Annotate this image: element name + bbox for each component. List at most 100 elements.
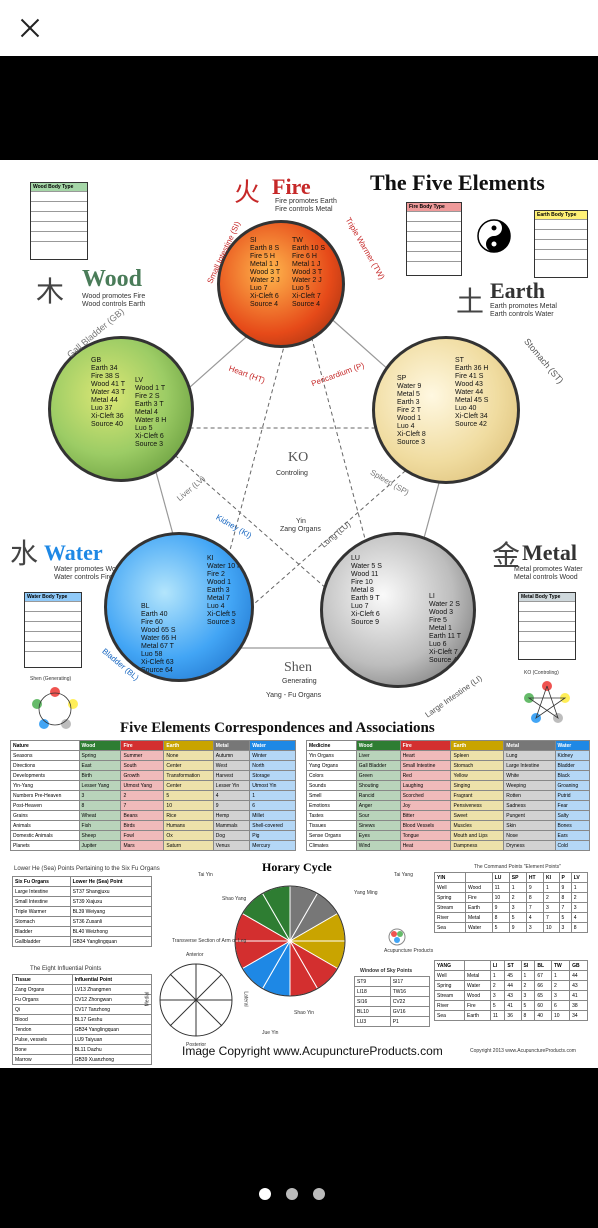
nature-table: Nature Wood Fire Earth Metal Water Seasons Spri… bbox=[10, 740, 296, 851]
close-icon[interactable] bbox=[16, 14, 44, 42]
table-row: LU3 P1 bbox=[354, 1016, 431, 1027]
pager-dot-3[interactable] bbox=[313, 1188, 325, 1200]
table-cell: 2 bbox=[489, 980, 506, 991]
table-cell: Blood Vessels bbox=[399, 820, 452, 831]
table-cell: Well bbox=[434, 882, 466, 893]
table-cell: Kidney bbox=[554, 750, 591, 761]
table-cell: Fragrant bbox=[450, 790, 505, 801]
table-row: Sea Water 5 9 3 10 3 8 bbox=[434, 922, 589, 933]
table-cell: GB34 Yanglingquan bbox=[71, 1024, 153, 1035]
table-cell: Post-Heaven bbox=[10, 800, 80, 811]
table-row: LI18 TW16 bbox=[354, 986, 431, 997]
table-header-cell: TW bbox=[550, 960, 571, 971]
table-row: River Metal 8 5 4 7 5 4 bbox=[434, 912, 589, 923]
table-header-cell: SI bbox=[520, 960, 536, 971]
fire-circle[interactable]: SI Earth 8 S Fire 5 H Metal 1 J Wood 3 T… bbox=[217, 220, 345, 348]
table-header-cell: Wood bbox=[78, 740, 122, 751]
table-cell: Groaning bbox=[554, 780, 591, 791]
table-cell: 34 bbox=[569, 1010, 588, 1021]
wood-body-type-box: Wood Body Type bbox=[30, 182, 88, 260]
five-elements-poster[interactable]: The Five Elements Wood Body Type Fire Bo… bbox=[0, 160, 598, 1068]
table-header-row: Medicine Wood Fire Earth Metal Water bbox=[306, 740, 591, 751]
water-title: Water bbox=[44, 540, 103, 565]
table-cell: Spring bbox=[434, 892, 466, 903]
pager-dot-1[interactable] bbox=[259, 1188, 271, 1200]
table-cell: 44 bbox=[569, 970, 588, 981]
influential-table: Tissue Influential Point Zang Organs LV13 Z… bbox=[12, 974, 153, 1065]
table-cell: Tissues bbox=[306, 820, 357, 831]
metal-circle[interactable]: LU Water 5 S Wood 11 Fire 10 Metal 8 Ear… bbox=[320, 532, 476, 688]
table-header-cell: Water bbox=[554, 740, 591, 751]
table-cell: 1 bbox=[570, 882, 589, 893]
table-cell: Cold bbox=[554, 840, 591, 851]
table-cell: Sheep bbox=[78, 830, 122, 841]
water-circle[interactable]: KI Water 10 H Fire 2 Wood 1 Earth 3 Meta… bbox=[104, 532, 254, 682]
earth-title: Earth bbox=[490, 278, 545, 303]
table-cell: 5 bbox=[489, 1000, 506, 1011]
poster-title: The Five Elements bbox=[370, 170, 545, 195]
earth-sp-points: SP Water 9 Metal 5 Earth 3 Fire 2 T Wood… bbox=[397, 375, 426, 446]
table-cell: BL39 Weiyang bbox=[69, 906, 153, 917]
controlling-label: Controling bbox=[276, 470, 308, 477]
table-row: Well Metal 1 45 1 67 1 44 bbox=[433, 970, 588, 981]
yang-label: Yang - Fu Organs bbox=[266, 692, 322, 699]
table-cell: 3 bbox=[550, 990, 571, 1001]
table-cell: 2 bbox=[508, 892, 527, 903]
table-cell: Humans bbox=[163, 820, 214, 831]
sheng-diagram bbox=[32, 687, 78, 729]
earth-line1: Earth promotes Metal bbox=[490, 303, 557, 310]
table-row: Tastes Sour Bitter Sweet Pungent Salty bbox=[306, 810, 591, 821]
water-glyph: 水 bbox=[10, 539, 39, 570]
pager-dot-2[interactable] bbox=[286, 1188, 298, 1200]
table-cell: Saturn bbox=[163, 840, 214, 851]
table-cell: Nose bbox=[503, 830, 556, 841]
table-header-cell bbox=[465, 872, 493, 883]
table-cell: East bbox=[78, 760, 122, 771]
table-cell: 6 bbox=[550, 1000, 571, 1011]
table-row: Gallbladder GB34 Yanglingquan bbox=[12, 936, 153, 947]
table-header-cell: YANG bbox=[433, 960, 466, 971]
table-row: Yin Organs Liver Heart Spleen Lung Kidney bbox=[306, 750, 591, 761]
table-cell: Heat bbox=[399, 840, 452, 851]
table-cell: Stream bbox=[434, 902, 466, 913]
table-cell: TW16 bbox=[389, 986, 431, 997]
wood-lv-points: LV Wood 1 T Fire 2 S Earth 3 T Metal 4 W… bbox=[135, 377, 167, 448]
yin-label: Yin bbox=[296, 518, 306, 525]
metal-glyph: 金 bbox=[492, 541, 521, 572]
table-cell: Seasons bbox=[10, 750, 80, 761]
medicine-table: Medicine Wood Fire Earth Metal Water Yin Organ… bbox=[306, 740, 591, 851]
transverse-section bbox=[159, 963, 233, 1037]
horary-title: Horary Cycle bbox=[262, 860, 332, 874]
table-cell: LU9 Taiyuan bbox=[71, 1034, 153, 1045]
table-row: Tissues Sinews Blood Vessels Muscles Skin Bon… bbox=[306, 820, 591, 831]
table-cell: 44 bbox=[504, 980, 522, 991]
table-cell: Numbers Pre-Heaven bbox=[10, 790, 80, 801]
table-cell: Lesser Yang bbox=[78, 780, 122, 791]
table-cell: Shouting bbox=[355, 780, 401, 791]
earth-circle[interactable]: ST Earth 36 H Fire 41 S Wood 43 Water 44… bbox=[372, 336, 520, 484]
table-cell: Birds bbox=[120, 820, 165, 831]
table-cell: 8 bbox=[570, 922, 589, 933]
table-header-cell: Metal bbox=[503, 740, 556, 751]
table-cell: Muscles bbox=[450, 820, 505, 831]
generating-label: Generating bbox=[282, 678, 317, 685]
table-cell: Storage bbox=[249, 770, 296, 781]
medial-label: Medial bbox=[144, 991, 151, 1007]
table-cell: Venus bbox=[212, 840, 251, 851]
sky-points-title: Window of Sky Points bbox=[360, 968, 413, 974]
table-cell: SI16 bbox=[354, 996, 391, 1007]
table-cell: 3 bbox=[558, 922, 572, 933]
horary-shao-yang: Shao Yang bbox=[222, 896, 247, 902]
wood-line1: Wood promotes Fire bbox=[82, 293, 146, 300]
metal-lu-points: LU Water 5 S Wood 11 Fire 10 Metal 8 Ear… bbox=[351, 555, 382, 626]
table-cell: 3 bbox=[525, 922, 545, 933]
table-header-cell: Metal bbox=[212, 740, 251, 751]
table-header-cell: SP bbox=[508, 872, 527, 883]
table-cell: 43 bbox=[569, 980, 588, 991]
table-cell: Wheat bbox=[78, 810, 122, 821]
transverse-label: Transverse Section of Arm or Leg bbox=[172, 938, 247, 944]
sky-points-table: ST9 SI17 LI18 TW16 SI16 CV22 BL10 GV16 LU3 P1 bbox=[354, 976, 431, 1027]
wood-circle[interactable]: GB Earth 34 Fire 38 S Wood 41 T Water 43… bbox=[48, 336, 194, 482]
table-cell: 43 bbox=[504, 990, 522, 1001]
table-cell: Planets bbox=[10, 840, 80, 851]
